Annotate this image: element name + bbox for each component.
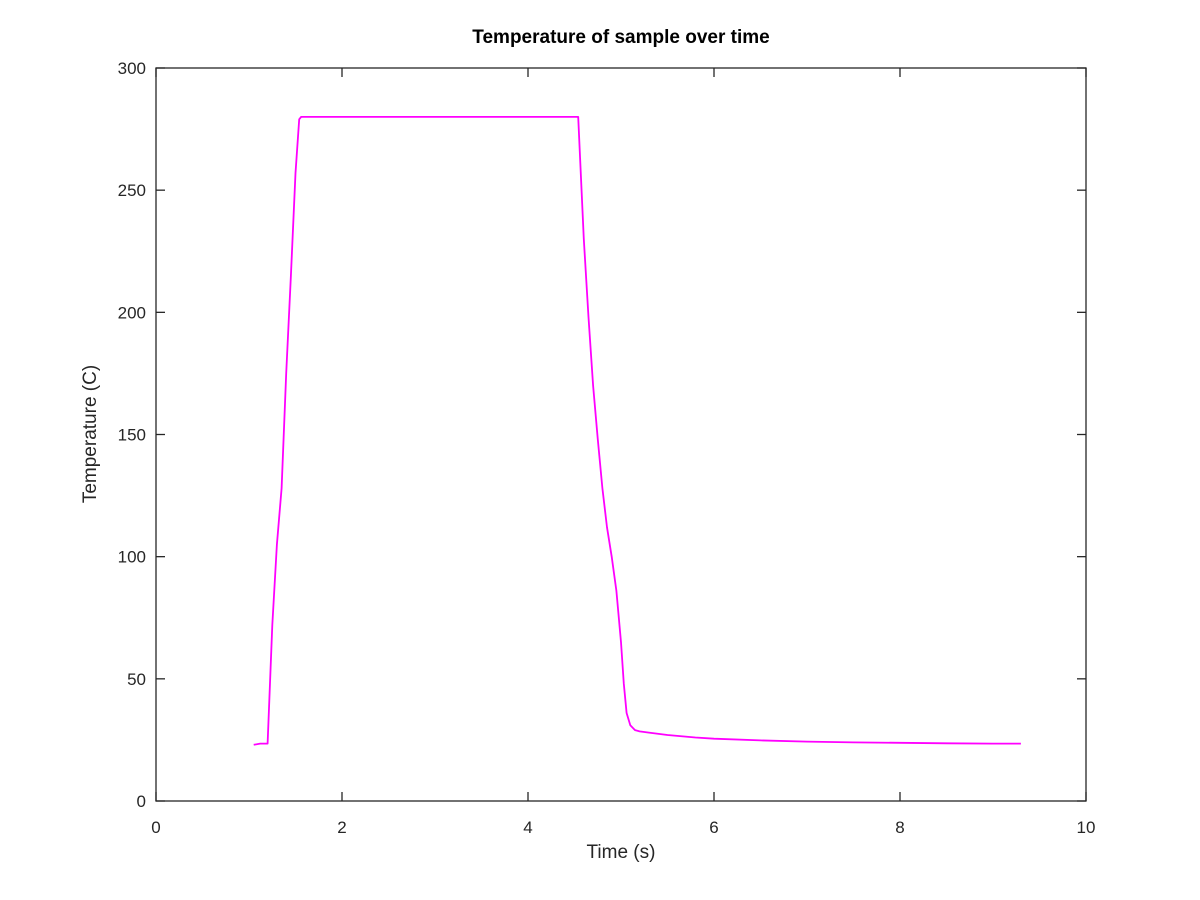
- x-tick-label: 2: [337, 818, 346, 837]
- series-line-temperature: [253, 116, 1021, 746]
- x-tick-label: 0: [151, 818, 160, 837]
- y-tick-label: 300: [118, 59, 146, 78]
- chart-title: Temperature of sample over time: [472, 27, 769, 48]
- y-axis-label: Temperature (C): [80, 365, 101, 503]
- y-tick-label: 50: [127, 670, 146, 689]
- x-tick-label: 6: [709, 818, 718, 837]
- y-tick-label: 150: [118, 426, 146, 445]
- x-tick-label: 8: [895, 818, 904, 837]
- y-tick-label: 250: [118, 181, 146, 200]
- x-axis: 0 2 4 6 8 10: [151, 68, 1095, 837]
- y-tick-label: 200: [118, 303, 146, 322]
- y-tick-label: 0: [137, 792, 146, 811]
- y-tick-label: 100: [118, 548, 146, 567]
- x-tick-label: 4: [523, 818, 532, 837]
- plot-area: [156, 68, 1086, 801]
- x-tick-label: 10: [1077, 818, 1096, 837]
- x-axis-label: Time (s): [587, 842, 656, 863]
- plot-frame: [155, 67, 1087, 802]
